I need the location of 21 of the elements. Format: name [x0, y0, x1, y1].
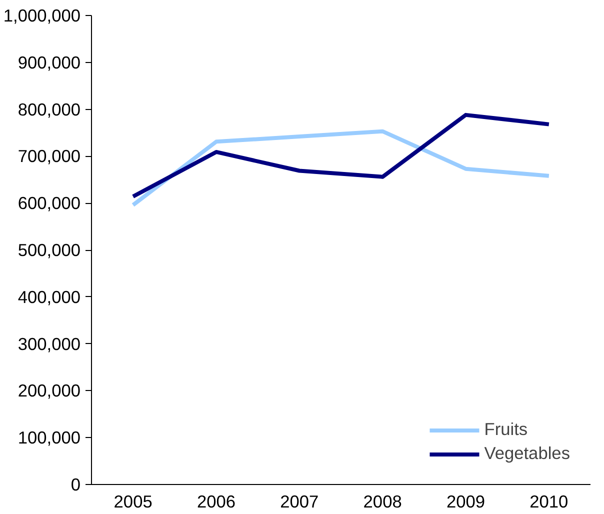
- line-series: [131, 129, 551, 207]
- y-tick-label: 1,000,000: [3, 6, 81, 26]
- y-tick-label: 100,000: [18, 428, 81, 448]
- y-tick-label: 700,000: [18, 146, 81, 166]
- x-tick-label: 2009: [446, 492, 486, 512]
- y-tick-label: 300,000: [18, 334, 81, 354]
- x-tick-label: 2008: [363, 492, 402, 512]
- y-tick-label: 0: [70, 474, 81, 494]
- y-tick-label: 200,000: [18, 380, 81, 401]
- y-tick-label: 900,000: [18, 52, 81, 72]
- legend-label: Vegetables: [484, 443, 570, 464]
- y-tick-label: 400,000: [18, 286, 81, 307]
- x-tick-label: 2006: [196, 492, 236, 512]
- line-series: [131, 112, 551, 199]
- y-tick-label: 800,000: [18, 99, 81, 120]
- y-tick-label: 500,000: [18, 240, 81, 260]
- x-tick-label: 2007: [280, 492, 319, 512]
- x-tick-label: 2005: [114, 492, 152, 512]
- y-tick-label: 600,000: [18, 193, 81, 214]
- x-tick-label: 2010: [530, 492, 568, 512]
- legend-label: Fruits: [484, 419, 528, 440]
